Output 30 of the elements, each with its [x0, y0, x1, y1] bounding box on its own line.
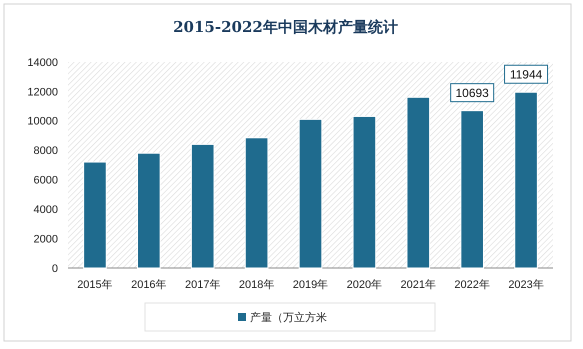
bar — [190, 144, 215, 268]
bar — [406, 96, 430, 268]
x-tick-label: 2018年 — [238, 279, 274, 291]
y-tick-label: 0 — [52, 262, 58, 275]
y-tick-label: 10000 — [27, 116, 58, 128]
y-tick-label: 8000 — [34, 145, 58, 158]
bar — [352, 116, 376, 268]
data-label: 11944 — [510, 67, 543, 82]
y-tick-label: 4000 — [34, 204, 58, 216]
y-tick-label: 12000 — [27, 86, 58, 98]
x-tick-label: 2017年 — [184, 279, 220, 291]
y-tick-label: 6000 — [34, 174, 58, 187]
bar — [514, 92, 538, 268]
bar — [244, 137, 268, 268]
bar — [137, 152, 161, 268]
x-tick-label: 2016年 — [131, 279, 167, 291]
x-tick-label: 2022年 — [454, 279, 490, 291]
x-tick-label: 2021年 — [400, 279, 436, 291]
chart-title: 2015-2022年中国木材产量统计 — [173, 18, 398, 36]
y-tick-label: 2000 — [34, 233, 58, 246]
x-tick-label: 2020年 — [346, 279, 382, 291]
bar — [460, 110, 484, 268]
legend-label: 产量（万立方米 — [250, 310, 327, 324]
bar — [298, 118, 322, 268]
x-tick-label: 2019年 — [292, 279, 328, 291]
y-tick-label: 14000 — [27, 56, 58, 69]
x-tick-label: 2015年 — [77, 279, 113, 291]
bar — [83, 162, 107, 268]
data-label: 10693 — [455, 86, 490, 100]
x-tick-label: 2023年 — [508, 279, 544, 291]
